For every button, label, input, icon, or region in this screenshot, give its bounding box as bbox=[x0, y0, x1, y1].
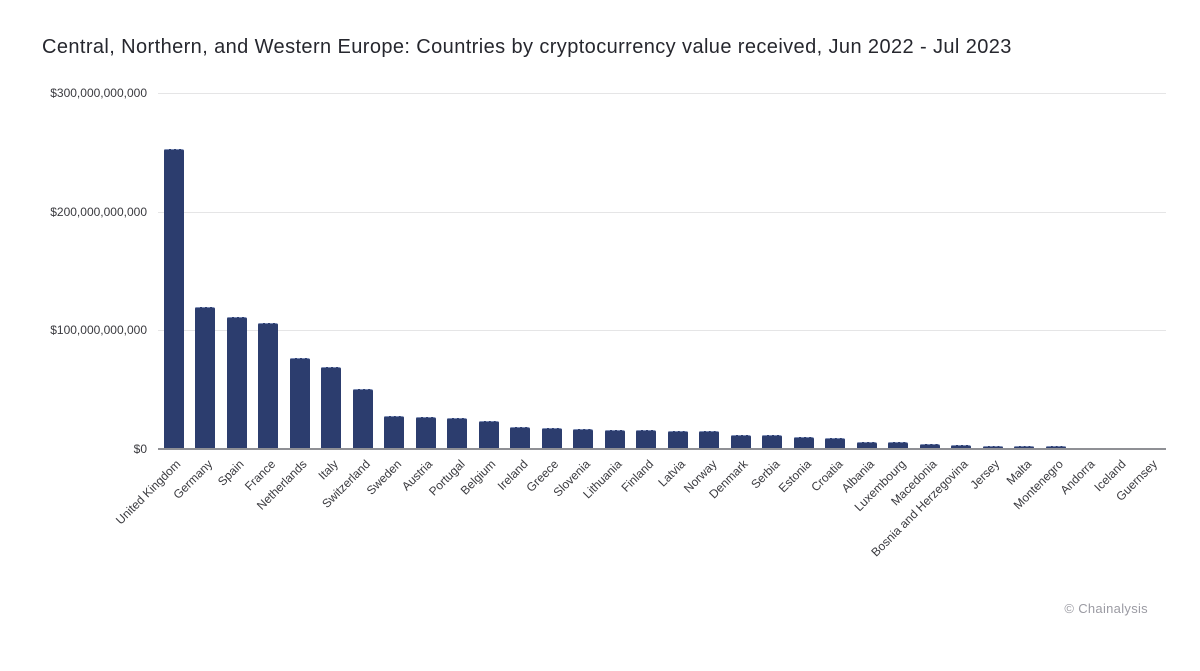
bar-slot bbox=[379, 93, 411, 449]
bars bbox=[158, 93, 1166, 449]
bar-france bbox=[258, 323, 279, 449]
y-axis-tick-label: $300,000,000,000 bbox=[50, 86, 147, 100]
bar-slovenia bbox=[573, 429, 594, 449]
bar-slot bbox=[410, 93, 442, 449]
x-axis-label-text: Finland bbox=[618, 457, 657, 495]
chart-title: Central, Northern, and Western Europe: C… bbox=[42, 36, 1012, 58]
bar-estonia bbox=[793, 437, 814, 449]
bar-slot bbox=[158, 93, 190, 449]
plot-area bbox=[158, 93, 1166, 450]
bar-slot bbox=[1009, 93, 1041, 449]
bar-spain bbox=[226, 317, 247, 449]
bar-luxembourg bbox=[888, 442, 909, 449]
x-axis-line bbox=[158, 448, 1166, 450]
y-axis-tick-label: $100,000,000,000 bbox=[50, 323, 147, 338]
bar-belgium bbox=[478, 421, 499, 449]
bar-slot bbox=[1103, 93, 1135, 449]
bar-malta bbox=[1014, 445, 1035, 449]
bar-slot bbox=[1072, 93, 1104, 449]
y-axis-tick-label: $0 bbox=[133, 442, 147, 456]
bar-sweden bbox=[384, 415, 405, 449]
bar-slot bbox=[473, 93, 505, 449]
bar-lithuania bbox=[604, 429, 625, 449]
bar-netherlands bbox=[289, 357, 310, 449]
bar-slot bbox=[316, 93, 348, 449]
bar-slot bbox=[694, 93, 726, 449]
bar-italy bbox=[321, 367, 342, 449]
bar-bosnia-and-herzegovina bbox=[951, 445, 972, 449]
bar-jersey bbox=[982, 445, 1003, 449]
bar-montenegro bbox=[1045, 445, 1066, 449]
bar-austria bbox=[415, 417, 436, 449]
bar-slot bbox=[977, 93, 1009, 449]
bar-slot bbox=[190, 93, 222, 449]
bar-slot bbox=[253, 93, 285, 449]
bar-slot bbox=[725, 93, 757, 449]
bar-slot bbox=[1040, 93, 1072, 449]
bar-slot bbox=[788, 93, 820, 449]
bar-latvia bbox=[667, 430, 688, 449]
bar-finland bbox=[636, 430, 657, 449]
bar-slot bbox=[1135, 93, 1167, 449]
bar-slot bbox=[536, 93, 568, 449]
bar-united-kingdom bbox=[163, 148, 184, 449]
bar-slot bbox=[851, 93, 883, 449]
bar-serbia bbox=[762, 434, 783, 449]
bar-slot bbox=[442, 93, 474, 449]
bar-germany bbox=[195, 306, 216, 449]
x-axis-label-text: Andorra bbox=[1057, 457, 1098, 498]
x-axis-label-text: Jersey bbox=[967, 457, 1003, 492]
gridline bbox=[158, 330, 1166, 332]
attribution: © Chainalysis bbox=[1064, 601, 1148, 616]
y-axis-tick-label: $200,000,000,000 bbox=[50, 204, 147, 219]
bar-portugal bbox=[447, 417, 468, 449]
x-axis-label-text: Estonia bbox=[775, 457, 814, 496]
gridline bbox=[158, 211, 1166, 213]
bar-greece bbox=[541, 428, 562, 449]
bar-croatia bbox=[825, 437, 846, 449]
bar-slot bbox=[221, 93, 253, 449]
bar-slot bbox=[820, 93, 852, 449]
bar-macedonia bbox=[919, 443, 940, 449]
x-axis-label-text: Croatia bbox=[807, 457, 846, 495]
bar-slot bbox=[505, 93, 537, 449]
bar-albania bbox=[856, 442, 877, 449]
x-axis-labels: United Kingdom Germany Spain France Netherla… bbox=[113, 449, 1166, 599]
bar-slot bbox=[662, 93, 694, 449]
bar-denmark bbox=[730, 434, 751, 449]
bar-slot bbox=[946, 93, 978, 449]
bar-slot bbox=[284, 93, 316, 449]
bar-ireland bbox=[510, 426, 531, 449]
bar-slot bbox=[599, 93, 631, 449]
bar-slot bbox=[568, 93, 600, 449]
bar-switzerland bbox=[352, 388, 373, 449]
bar-slot bbox=[757, 93, 789, 449]
bar-slot bbox=[883, 93, 915, 449]
bar-slot bbox=[631, 93, 663, 449]
x-axis-label-text: Ireland bbox=[494, 457, 531, 493]
bar-slot bbox=[914, 93, 946, 449]
gridline bbox=[158, 93, 1166, 94]
x-axis-label-text: Italy bbox=[315, 457, 342, 483]
bar-norway bbox=[699, 431, 720, 449]
bar-slot bbox=[347, 93, 379, 449]
y-axis: $300,000,000,000 $200,000,000,000 $100,000… bbox=[0, 86, 150, 456]
